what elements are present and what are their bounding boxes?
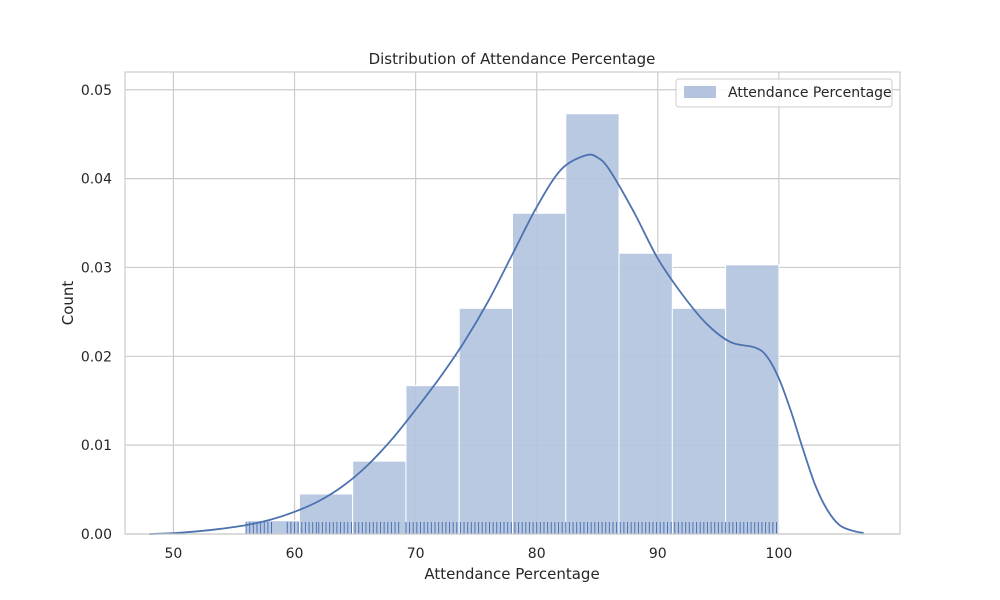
histogram-bar	[671, 307, 727, 535]
y-tick-label: 0.05	[81, 83, 112, 99]
y-tick-label: 0.03	[81, 260, 112, 276]
y-tick-label: 0.01	[81, 438, 112, 454]
x-tick-label: 70	[407, 546, 425, 562]
histogram-bar	[565, 113, 620, 535]
legend-box	[675, 78, 893, 108]
histogram-bar	[458, 307, 513, 535]
kde-layer	[149, 153, 864, 535]
x-tick-label: 60	[286, 546, 304, 562]
x-tick-label: 90	[649, 546, 667, 562]
kde-curve	[149, 153, 864, 535]
y-tick-label: 0.04	[81, 172, 112, 188]
histogram-bars	[245, 113, 780, 535]
legend: Attendance Percentage	[675, 78, 893, 108]
y-tick-label: 0.02	[81, 349, 112, 365]
histogram-bar	[405, 385, 460, 535]
axes-frame	[124, 71, 901, 535]
histogram-bar	[725, 264, 780, 535]
x-tick-label: 80	[528, 546, 546, 562]
x-tick-labels: 50 60 70 80 90 100	[165, 546, 793, 562]
chart-title: Distribution of Attendance Percentage	[369, 50, 656, 68]
legend-label: Attendance Percentage	[728, 85, 892, 101]
histogram-bar	[512, 212, 567, 535]
x-tick-label: 100	[766, 546, 793, 562]
x-axis-label: Attendance Percentage	[424, 565, 599, 583]
y-axis-label: Count	[59, 281, 77, 326]
legend-swatch	[684, 86, 716, 98]
histogram-bar	[618, 252, 673, 535]
rug-layer	[245, 522, 777, 534]
y-tick-label: 0.00	[81, 527, 112, 543]
y-tick-labels: 0.00 0.01 0.02 0.03 0.04 0.05	[81, 83, 112, 543]
x-tick-label: 50	[165, 546, 183, 562]
